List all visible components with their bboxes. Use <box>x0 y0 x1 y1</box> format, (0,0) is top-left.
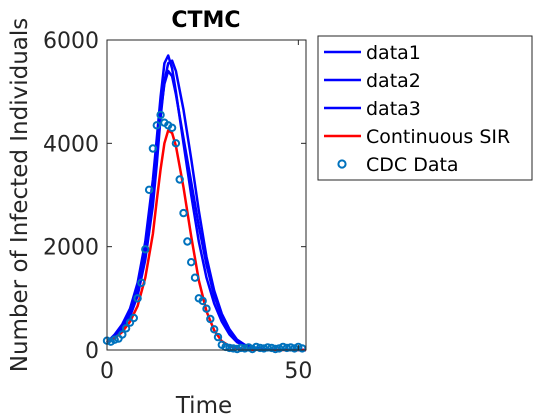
legend: data1 data2 data3 Continuous SIR CDC Data <box>317 35 533 181</box>
legend-label: data1 <box>366 42 421 64</box>
cdc-data-point <box>133 294 142 303</box>
cdc-data-point <box>286 343 295 352</box>
cdc-data-point <box>152 121 162 130</box>
x-axis-label: Time <box>175 393 232 419</box>
x-tick-label: 50 <box>284 359 312 384</box>
y-tick-label: 0 <box>85 339 99 364</box>
y-tick-label: 2000 <box>43 236 99 261</box>
cdc-data-point <box>167 123 177 133</box>
plot-area <box>102 39 307 354</box>
legend-label: data3 <box>366 98 421 120</box>
y-axis-label: Number of Infected Individuals <box>7 18 33 373</box>
cdc-data-point <box>271 344 280 354</box>
cdc-data-point <box>236 343 246 353</box>
cdc-data-point <box>225 343 234 353</box>
series-layer <box>102 54 307 354</box>
x-tick-label: 0 <box>100 359 114 384</box>
cdc-data-point <box>202 304 211 313</box>
cdc-data-point <box>232 344 242 354</box>
cdc-data-point <box>298 344 307 353</box>
cdc-data-point <box>210 325 219 334</box>
cdc-data-point <box>118 330 127 339</box>
cdc-data-point <box>148 144 158 153</box>
y-tick-label: 4000 <box>43 132 99 157</box>
cdc-data-point <box>171 139 181 148</box>
chart-title: CTMC <box>171 8 240 33</box>
cdc-data-point <box>267 343 276 353</box>
legend-items: data1 data2 data3 Continuous SIR CDC Data <box>324 42 510 176</box>
cdc-data-point <box>121 324 131 333</box>
cdc-data-point <box>240 344 250 353</box>
cdc-data-point <box>179 208 188 218</box>
cdc-data-point <box>263 343 272 352</box>
y-tick-label: 6000 <box>43 29 99 54</box>
cdc-data-point <box>282 343 292 353</box>
legend-swatch-marker <box>337 159 347 169</box>
cdc-data-point <box>213 332 223 342</box>
legend-label: Continuous SIR <box>366 126 510 148</box>
legend-label: CDC Data <box>366 154 459 176</box>
cdc-data-point <box>144 185 154 195</box>
cdc-data-point <box>175 175 184 184</box>
cdc-data-point <box>255 343 265 353</box>
cdc-data-point <box>137 278 146 287</box>
cdc-data-point <box>110 335 119 344</box>
cdc-data-point <box>183 237 192 246</box>
cdc-data-point <box>129 313 139 323</box>
cdc-data-point <box>156 110 165 120</box>
axes-box <box>106 39 307 351</box>
tick-layer: 0 50 0 2000 4000 6000 <box>43 29 312 384</box>
cdc-data-point <box>190 273 200 282</box>
legend-label: data2 <box>366 70 421 92</box>
cdc-data-point <box>206 314 215 324</box>
cdc-data-point <box>259 344 269 353</box>
cdc-data-point <box>141 245 150 254</box>
cdc-data-point <box>187 258 196 267</box>
cdc-data-point <box>229 344 238 353</box>
cdc-data-point <box>198 296 207 306</box>
